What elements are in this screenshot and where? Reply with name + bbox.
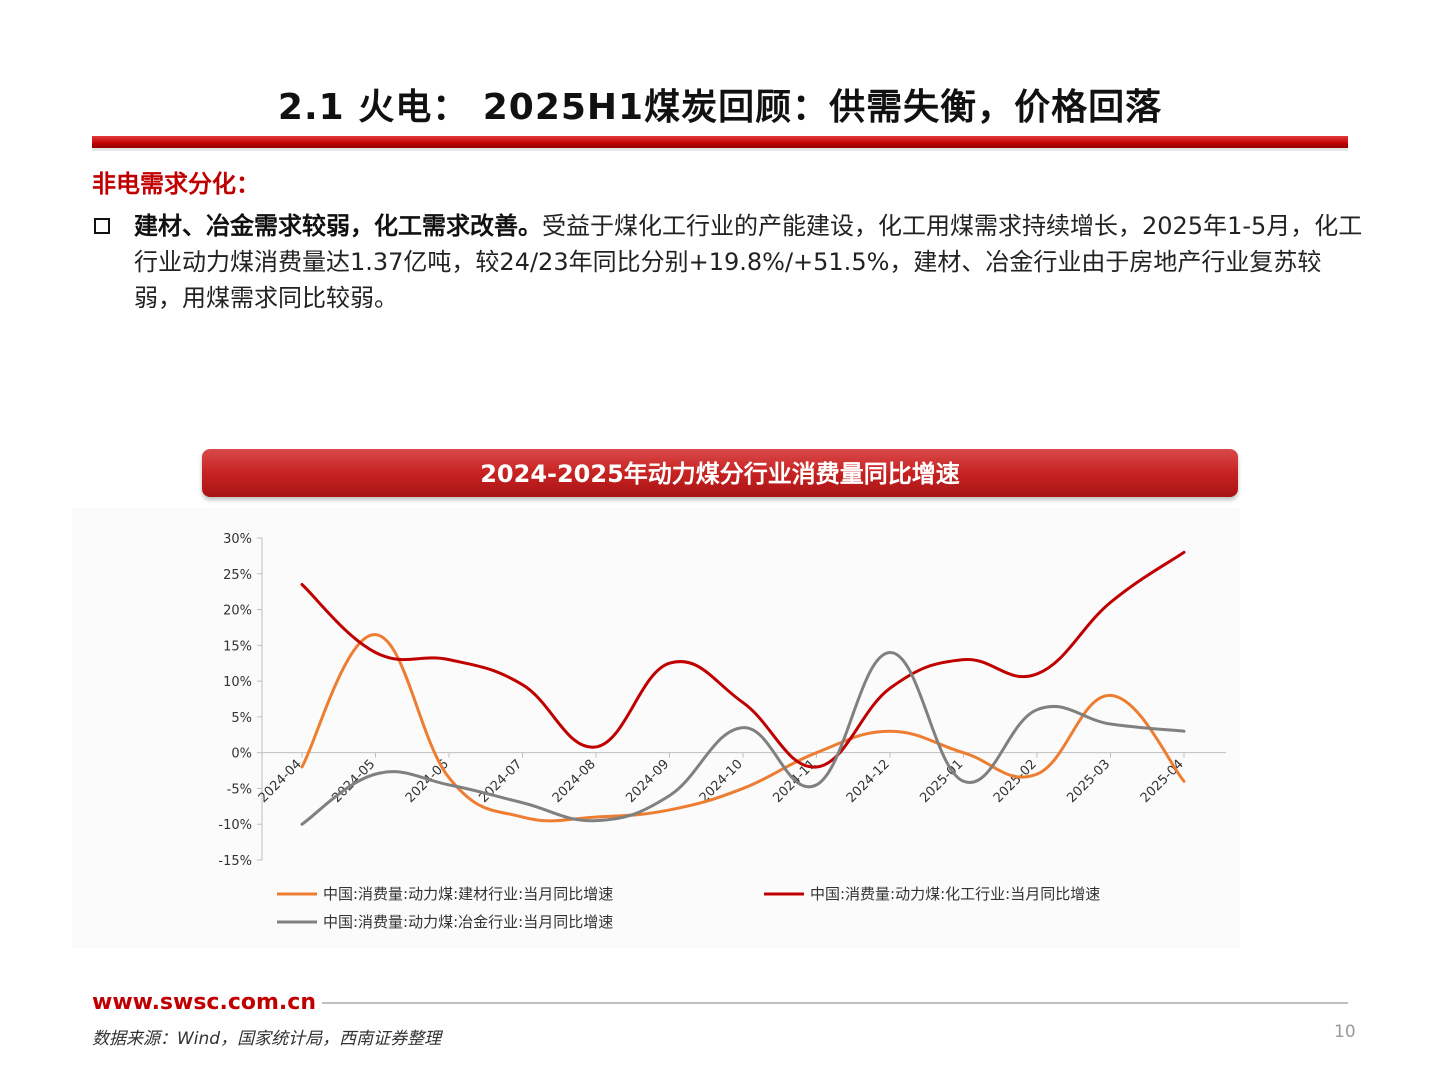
y-tick-label: 10% — [223, 675, 252, 690]
chart-panel: -15% -10% -5% 0% 5% 10% 15% 20% 25% 30% 2024-04 202… — [72, 508, 1240, 948]
legend-item-building-materials-label: 中国:消费量:动力煤:建材行业:当月同比增速 — [323, 885, 613, 903]
y-tick-label: 15% — [223, 639, 252, 654]
website-link[interactable]: www.swsc.com.cn — [92, 990, 322, 1015]
bullet-bold-lead: 建材、冶金需求较弱，化工需求改善。 — [134, 212, 542, 240]
series-line-metallurgy — [300, 650, 1186, 826]
bullet-body: 受益于煤化工行业的产能建设，化工用煤需求持续增长，2025年1-5月，化工行业动… — [134, 212, 1363, 312]
x-tick-label: 2024-04 — [256, 757, 305, 806]
x-tick-label: 2025-04 — [1138, 757, 1187, 806]
x-tick-label: 2025-03 — [1064, 757, 1113, 806]
x-tick-label: 2024-06 — [403, 757, 452, 806]
chart-title-banner: 2024-2025年动力煤分行业消费量同比增速 — [202, 449, 1238, 497]
x-tick-label: 2024-10 — [697, 757, 746, 806]
y-tick-label: 30% — [223, 532, 252, 547]
y-tick-label: 5% — [231, 711, 252, 726]
section-subtitle: 非电需求分化： — [92, 170, 260, 198]
x-tick-label: 2024-08 — [550, 757, 599, 806]
legend-item-chemical-label: 中国:消费量:动力煤:化工行业:当月同比增速 — [810, 885, 1100, 903]
legend-item-metallurgy-label: 中国:消费量:动力煤:冶金行业:当月同比增速 — [323, 913, 613, 931]
title-divider — [92, 136, 1348, 148]
title-divider-shadow — [92, 148, 1348, 151]
y-tick-label: -5% — [227, 782, 252, 797]
series-line-chemical — [300, 550, 1186, 769]
page-number: 10 — [1334, 1022, 1356, 1042]
data-source-note: 数据来源：Wind，国家统计局，西南证券整理 — [92, 1029, 442, 1049]
bullet-paragraph: 建材、冶金需求较弱，化工需求改善。受益于煤化工行业的产能建设，化工用煤需求持续增… — [134, 208, 1364, 316]
y-tick-label: -10% — [218, 818, 252, 833]
checkbox-bullet-icon — [94, 218, 110, 234]
x-tick-label: 2024-05 — [329, 757, 378, 806]
page-title: 2.1 火电： 2025H1煤炭回顾：供需失衡，价格回落 — [277, 87, 1163, 128]
x-tick-label: 2025-01 — [917, 757, 966, 806]
y-tick-label: -15% — [218, 854, 252, 869]
y-tick-label: 25% — [223, 568, 252, 583]
line-chart: -15% -10% -5% 0% 5% 10% 15% 20% 25% 30% 2024-04 202… — [218, 532, 1226, 931]
x-tick-label: 2025-02 — [991, 757, 1040, 806]
series-line-building-materials — [300, 633, 1186, 823]
y-tick-label: 20% — [223, 604, 252, 619]
y-tick-label: 0% — [231, 747, 252, 762]
footer-divider — [312, 1002, 1348, 1004]
x-tick-label: 2024-12 — [844, 757, 893, 806]
